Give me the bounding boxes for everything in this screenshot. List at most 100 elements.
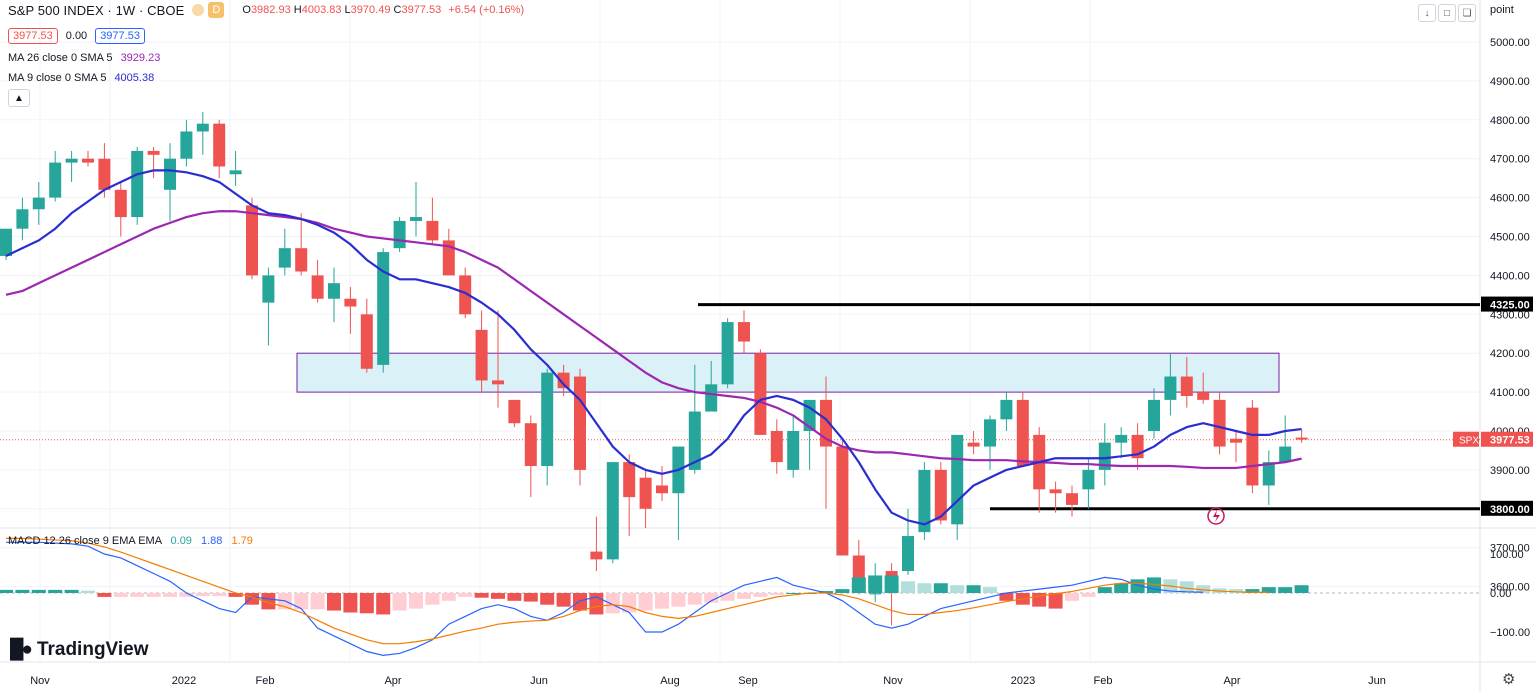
ma9-line[interactable]: [5, 169, 1302, 526]
candle[interactable]: [442, 240, 455, 276]
macd-histogram-bar: [359, 593, 374, 614]
candle[interactable]: [213, 123, 226, 167]
candle[interactable]: [295, 248, 308, 272]
candle[interactable]: [918, 469, 931, 533]
candle[interactable]: [1148, 399, 1160, 431]
candle[interactable]: [705, 384, 718, 412]
candle[interactable]: [1049, 489, 1062, 494]
candle[interactable]: [377, 252, 390, 365]
candle[interactable]: [541, 372, 554, 467]
candle[interactable]: [820, 399, 832, 447]
macd-line[interactable]: [6, 541, 1204, 657]
candle[interactable]: [65, 158, 78, 163]
candle[interactable]: [902, 536, 914, 572]
macd-histogram-bar: [179, 593, 194, 597]
restore-icon[interactable]: ❏: [1458, 4, 1476, 22]
arrow-down-icon[interactable]: ↓: [1418, 4, 1436, 22]
lightning-icon[interactable]: [1207, 507, 1225, 525]
bid-box[interactable]: 3977.53: [8, 28, 58, 44]
candle[interactable]: [1098, 442, 1111, 470]
candle[interactable]: [606, 462, 619, 560]
candle[interactable]: [1230, 438, 1242, 443]
candle[interactable]: [98, 158, 111, 190]
candle[interactable]: [524, 423, 537, 467]
candle[interactable]: [639, 477, 652, 509]
price-tick-label: 4400.00: [1490, 270, 1530, 282]
tradingview-logo[interactable]: █● TradingView: [10, 639, 149, 661]
candle[interactable]: [1279, 446, 1292, 463]
candle[interactable]: [557, 372, 570, 389]
candle[interactable]: [311, 275, 324, 299]
candle[interactable]: [164, 158, 176, 190]
candle[interactable]: [147, 150, 160, 155]
macd-histogram-bar: [540, 593, 555, 605]
candle[interactable]: [803, 399, 816, 431]
macd-tick-label: −100.00: [1490, 627, 1530, 639]
candle[interactable]: [967, 442, 980, 447]
candle[interactable]: [426, 220, 439, 241]
candle[interactable]: [229, 170, 242, 175]
macd-signal-line[interactable]: [6, 537, 1269, 645]
candle[interactable]: [1295, 437, 1308, 440]
candle[interactable]: [1164, 376, 1177, 400]
candle[interactable]: [1082, 469, 1095, 490]
candle[interactable]: [836, 446, 849, 556]
candle[interactable]: [1115, 434, 1128, 443]
candle[interactable]: [508, 399, 521, 424]
ma9-label[interactable]: MA 9 close 0 SMA 5: [8, 72, 107, 84]
macd-histogram-bar: [573, 593, 587, 611]
ma26-line[interactable]: [5, 210, 1302, 470]
candle[interactable]: [770, 431, 783, 463]
candle[interactable]: [344, 298, 357, 307]
candle[interactable]: [984, 419, 996, 447]
candle[interactable]: [1016, 399, 1029, 467]
candle[interactable]: [131, 150, 144, 218]
candle[interactable]: [590, 551, 603, 560]
candle[interactable]: [1180, 376, 1193, 396]
ask-box[interactable]: 3977.53: [95, 28, 145, 44]
symbol-title[interactable]: S&P 500 INDEX · 1W · CBOE: [8, 2, 185, 18]
candle[interactable]: [49, 162, 62, 198]
candle[interactable]: [196, 123, 209, 132]
ma9-value: 4005.38: [114, 72, 155, 84]
candle[interactable]: [262, 275, 275, 303]
candle[interactable]: [82, 158, 94, 163]
candle[interactable]: [410, 217, 422, 221]
candle[interactable]: [1246, 407, 1259, 486]
candle[interactable]: [1262, 462, 1275, 486]
candle[interactable]: [1066, 493, 1078, 505]
candle[interactable]: [459, 275, 472, 315]
candle[interactable]: [623, 462, 636, 498]
candle[interactable]: [16, 209, 29, 229]
candle[interactable]: [360, 314, 373, 369]
resistance-zone[interactable]: [296, 352, 1280, 393]
maximize-icon[interactable]: □: [1438, 4, 1456, 22]
gear-icon[interactable]: ⚙: [1502, 671, 1516, 688]
chevron-up-icon[interactable]: ▲: [8, 89, 30, 107]
candle[interactable]: [492, 380, 504, 385]
candle[interactable]: [721, 322, 734, 385]
candle[interactable]: [688, 411, 701, 470]
candle[interactable]: [1197, 392, 1210, 400]
candle[interactable]: [393, 220, 406, 249]
candle[interactable]: [114, 189, 127, 218]
macd-label[interactable]: MACD 12 26 close 9 EMA EMA: [8, 535, 162, 547]
candle[interactable]: [0, 228, 12, 256]
ma26-label[interactable]: MA 26 close 0 SMA 5: [8, 52, 113, 64]
candle[interactable]: [475, 329, 488, 381]
candle[interactable]: [32, 197, 45, 210]
candle[interactable]: [1000, 399, 1013, 420]
candle[interactable]: [328, 283, 340, 299]
candle[interactable]: [278, 248, 291, 268]
candle[interactable]: [1213, 399, 1226, 447]
candle[interactable]: [934, 469, 947, 521]
candle[interactable]: [656, 485, 668, 494]
candle[interactable]: [738, 322, 750, 342]
candle[interactable]: [754, 353, 767, 435]
candle[interactable]: [180, 131, 193, 159]
candle[interactable]: [574, 376, 586, 470]
candle[interactable]: [951, 434, 964, 525]
candle[interactable]: [246, 205, 258, 276]
candle[interactable]: [787, 431, 800, 470]
